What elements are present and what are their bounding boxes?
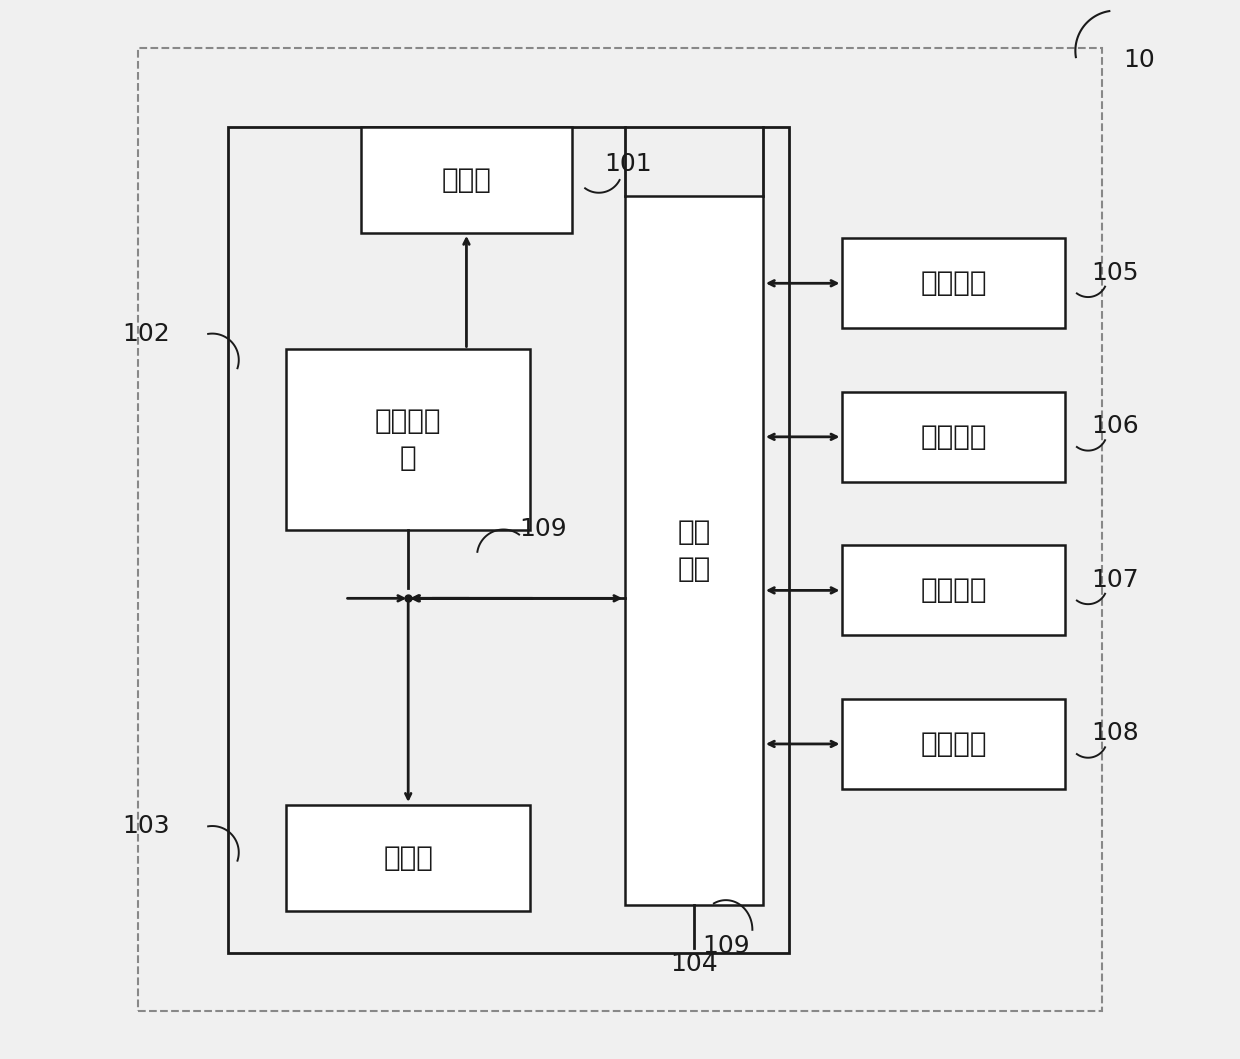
Text: 102: 102 — [123, 322, 170, 345]
Text: 按键模块: 按键模块 — [920, 423, 987, 451]
Bar — [228, 127, 790, 953]
Text: 存储控制
器: 存储控制 器 — [374, 407, 441, 472]
Text: 103: 103 — [123, 814, 170, 838]
Text: 射频模块: 射频模块 — [920, 269, 987, 298]
Text: 处理器: 处理器 — [383, 844, 433, 872]
Text: 105: 105 — [1091, 261, 1138, 285]
Text: 104: 104 — [671, 952, 718, 975]
Bar — [842, 392, 1065, 482]
Text: 10: 10 — [1123, 48, 1154, 72]
Text: 触控屏幕: 触控屏幕 — [920, 730, 987, 758]
Bar — [842, 699, 1065, 789]
Text: 106: 106 — [1091, 414, 1140, 438]
Text: 108: 108 — [1091, 721, 1140, 746]
Text: 存储器: 存储器 — [441, 166, 491, 194]
Bar — [286, 349, 529, 530]
Text: 109: 109 — [702, 934, 750, 957]
Text: 109: 109 — [520, 518, 567, 541]
Text: 101: 101 — [604, 152, 652, 176]
Text: 音频模块: 音频模块 — [920, 576, 987, 605]
Bar — [842, 238, 1065, 328]
Text: 外设
接口: 外设 接口 — [677, 518, 711, 584]
Text: 107: 107 — [1091, 568, 1138, 592]
Bar — [286, 805, 529, 911]
Bar — [361, 127, 573, 233]
Bar — [842, 545, 1065, 635]
Bar — [625, 196, 763, 905]
